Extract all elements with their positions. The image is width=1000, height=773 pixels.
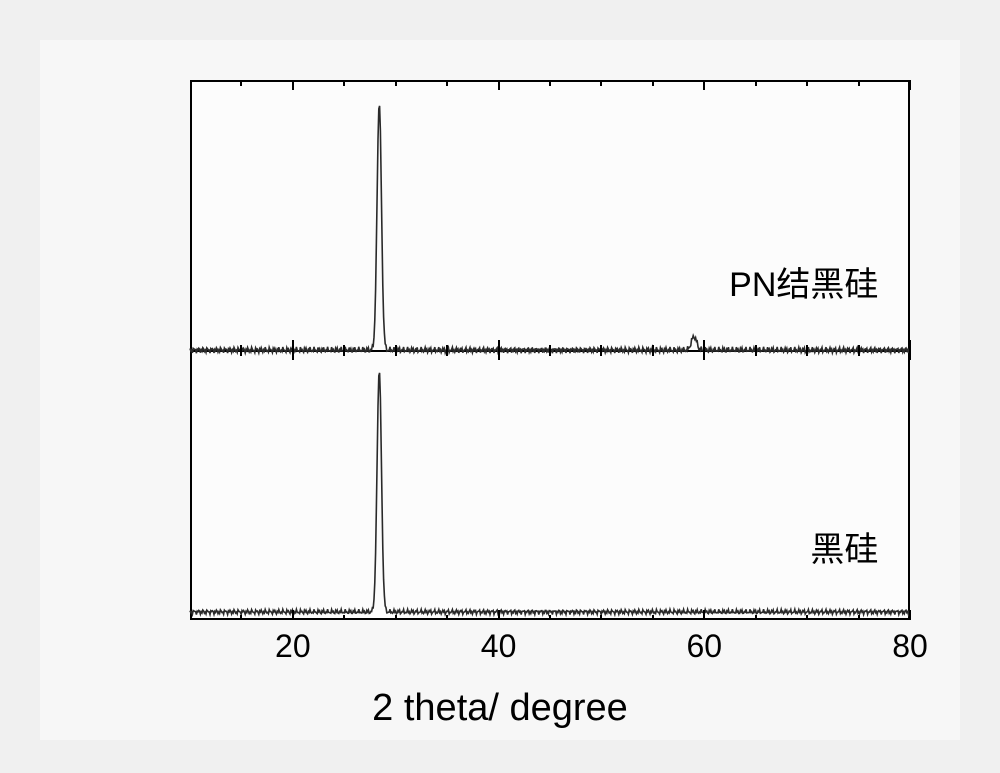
x-tick-minor bbox=[755, 615, 757, 621]
x-tick-minor bbox=[549, 615, 551, 621]
x-tick-mid bbox=[343, 350, 345, 356]
x-tick-major bbox=[498, 610, 500, 620]
x-tick-mid bbox=[549, 345, 551, 351]
x-tick-minor bbox=[755, 80, 757, 86]
x-tick-minor bbox=[446, 615, 448, 621]
x-tick-mid bbox=[395, 350, 397, 356]
x-tick-mid bbox=[652, 345, 654, 351]
x-tick-mid bbox=[909, 340, 911, 350]
x-tick-minor bbox=[858, 615, 860, 621]
x-tick-minor bbox=[395, 80, 397, 86]
x-tick-minor bbox=[343, 80, 345, 86]
x-tick-mid bbox=[652, 350, 654, 356]
x-tick-mid bbox=[343, 345, 345, 351]
x-tick-mid bbox=[498, 350, 500, 360]
x-tick-mid bbox=[600, 345, 602, 351]
xrd-figure: Intensity/ a.u. PN结黑硅黑硅 20406080 2 theta… bbox=[40, 40, 960, 740]
x-tick-minor bbox=[240, 80, 242, 86]
series-label-top: PN结黑硅 bbox=[729, 257, 878, 306]
x-tick-major bbox=[703, 610, 705, 620]
xrd-trace-top bbox=[190, 106, 910, 353]
x-tick-mid bbox=[240, 350, 242, 356]
x-tick-major bbox=[703, 80, 705, 90]
x-tick-minor bbox=[806, 615, 808, 621]
x-tick-minor bbox=[652, 80, 654, 86]
x-tick-minor bbox=[858, 80, 860, 86]
x-tick-label: 40 bbox=[481, 628, 517, 665]
x-tick-mid bbox=[703, 350, 705, 360]
x-tick-minor bbox=[395, 615, 397, 621]
x-tick-mid bbox=[292, 340, 294, 350]
x-tick-mid bbox=[446, 350, 448, 356]
x-tick-mid bbox=[858, 345, 860, 351]
x-tick-mid bbox=[755, 350, 757, 356]
x-tick-mid bbox=[600, 350, 602, 356]
x-tick-minor bbox=[806, 80, 808, 86]
plot-area: PN结黑硅黑硅 bbox=[190, 80, 910, 620]
x-tick-label: 60 bbox=[686, 628, 722, 665]
x-tick-label: 80 bbox=[892, 628, 928, 665]
x-tick-mid bbox=[703, 340, 705, 350]
x-tick-minor bbox=[343, 615, 345, 621]
x-tick-mid bbox=[806, 350, 808, 356]
x-tick-minor bbox=[652, 615, 654, 621]
x-tick-mid bbox=[755, 345, 757, 351]
xrd-trace-bottom bbox=[190, 373, 910, 615]
x-tick-major bbox=[909, 610, 911, 620]
x-tick-mid bbox=[858, 350, 860, 356]
x-tick-minor bbox=[446, 80, 448, 86]
x-tick-minor bbox=[549, 80, 551, 86]
x-tick-major bbox=[909, 80, 911, 90]
x-tick-major bbox=[292, 80, 294, 90]
x-tick-minor bbox=[240, 615, 242, 621]
x-tick-major bbox=[498, 80, 500, 90]
x-tick-mid bbox=[549, 350, 551, 356]
x-axis-label: 2 theta/ degree bbox=[372, 687, 628, 730]
x-tick-major bbox=[292, 610, 294, 620]
x-tick-mid bbox=[909, 350, 911, 360]
x-tick-minor bbox=[600, 615, 602, 621]
x-tick-label: 20 bbox=[275, 628, 311, 665]
x-tick-mid bbox=[446, 345, 448, 351]
series-label-bottom: 黑硅 bbox=[810, 522, 878, 571]
x-tick-mid bbox=[395, 345, 397, 351]
x-tick-mid bbox=[240, 345, 242, 351]
x-tick-mid bbox=[806, 345, 808, 351]
x-tick-mid bbox=[498, 340, 500, 350]
x-tick-minor bbox=[600, 80, 602, 86]
x-tick-mid bbox=[292, 350, 294, 360]
